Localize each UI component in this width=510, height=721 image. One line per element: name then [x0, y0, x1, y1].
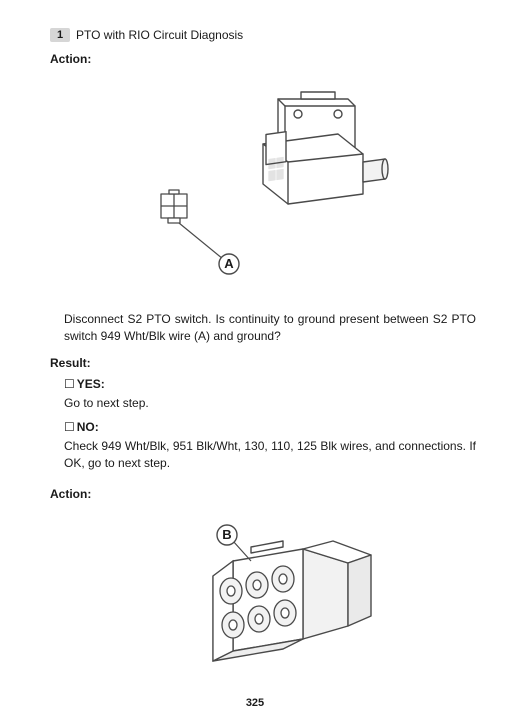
checkbox-icon: ☐	[64, 420, 75, 434]
figure-a-wrap: A	[50, 84, 476, 289]
result-yes-text: Go to next step.	[64, 395, 476, 412]
figure-b-wrap: B	[50, 521, 476, 676]
figure-a-illustration: A	[113, 84, 413, 284]
action1-text: Disconnect S2 PTO switch. Is continuity …	[64, 311, 476, 346]
svg-text:B: B	[222, 527, 231, 542]
step-title: PTO with RIO Circuit Diagnosis	[76, 28, 243, 42]
figure-b-illustration: B	[133, 521, 393, 671]
action-label-1: Action:	[50, 52, 476, 66]
result-label: Result:	[50, 356, 476, 370]
page-number: 325	[0, 697, 510, 709]
checkbox-icon: ☐	[64, 377, 75, 391]
step-header: 1 PTO with RIO Circuit Diagnosis	[50, 28, 476, 42]
step-number-badge: 1	[50, 28, 70, 42]
svg-text:A: A	[224, 256, 234, 271]
action-label-2: Action:	[50, 487, 476, 501]
result-no-text: Check 949 Wht/Blk, 951 Blk/Wht, 130, 110…	[64, 438, 476, 473]
result-yes-label: ☐YES:	[64, 376, 476, 393]
result-block: ☐YES: Go to next step. ☐NO: Check 949 Wh…	[64, 376, 476, 473]
result-no-label: ☐NO:	[64, 419, 476, 436]
